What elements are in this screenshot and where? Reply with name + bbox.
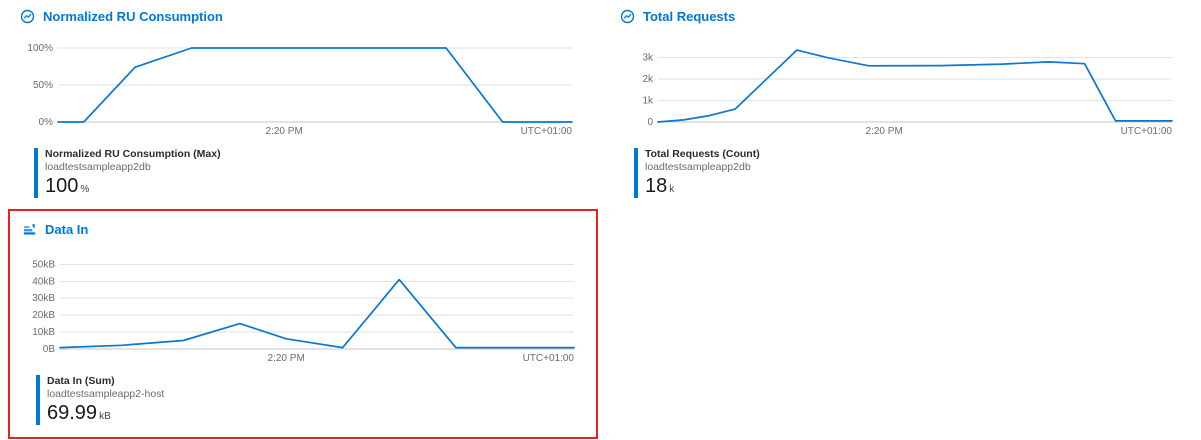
legend-value: 100%	[45, 175, 221, 198]
legend-resource-name: loadtestsampleapp2db	[645, 160, 751, 173]
chart-title: Normalized RU Consumption	[43, 8, 223, 24]
x-axis-tick-label: UTC+01:00	[521, 126, 573, 137]
y-axis-tick-label: 0%	[39, 117, 54, 128]
y-axis-tick-label: 20kB	[32, 310, 55, 321]
x-axis-tick-label: UTC+01:00	[1121, 126, 1173, 137]
y-axis-tick-label: 1k	[642, 96, 654, 107]
y-axis-tick-label: 30kB	[32, 293, 55, 304]
y-axis-tick-label: 100%	[27, 43, 53, 54]
chart-legend-item[interactable]: Normalized RU Consumption (Max) loadtest…	[34, 148, 598, 199]
legend-value-number: 100	[45, 175, 79, 198]
legend-metric-name: Normalized RU Consumption (Max)	[45, 148, 221, 160]
legend-value-unit: k	[669, 184, 675, 196]
x-axis-tick-label: UTC+01:00	[523, 353, 575, 364]
y-axis-tick-label: 0	[647, 117, 653, 128]
legend-value: 69.99 kB	[47, 402, 164, 425]
legend-resource-name: loadtestsampleapp2db	[45, 160, 151, 173]
legend-text: Total Requests (Count) loadtestsampleapp…	[645, 148, 760, 198]
metrics-chart-icon	[620, 9, 635, 24]
legend-resource-name: loadtestsampleapp2-host	[47, 387, 165, 400]
chart-header: Normalized RU Consumption	[10, 6, 598, 26]
chart-panel-total-requests: Total Requests 0 1k 2k 3k 2:20 PM UTC+01:00 T…	[610, 6, 1198, 199]
chart-legend-item[interactable]: Total Requests (Count) loadtestsampleapp…	[634, 148, 1198, 199]
legend-metric-name: Total Requests (Count)	[645, 148, 760, 160]
y-axis-tick-label: 40kB	[32, 276, 55, 287]
x-axis-tick-label: 2:20 PM	[266, 126, 303, 137]
series-line	[657, 49, 1173, 123]
chart-title: Total Requests	[643, 8, 736, 24]
legend-value-number: 69.99	[47, 402, 98, 425]
data-in-chart[interactable]: 0B 10kB 20kB 30kB 40kB 50kB 2:20 PM UTC+01:00	[12, 253, 586, 365]
y-axis-tick-label: 2k	[642, 74, 654, 85]
y-axis-tick-label: 50%	[33, 80, 53, 91]
y-axis-tick-label: 0B	[43, 344, 56, 355]
chart-header: Total Requests	[610, 6, 1198, 26]
legend-color-bar	[634, 148, 638, 199]
legend-metric-name: Data In (Sum)	[47, 375, 115, 387]
total-requests-chart[interactable]: 0 1k 2k 3k 2:20 PM UTC+01:00	[610, 40, 1184, 138]
legend-color-bar	[34, 148, 38, 199]
legend-value-unit: kB	[99, 411, 111, 423]
metrics-chart-icon	[20, 9, 35, 24]
legend-value-unit: %	[80, 184, 90, 196]
chart-header: Data In	[12, 219, 596, 239]
normalized-ru-chart[interactable]: 0% 50% 100% 2:20 PM UTC+01:00	[10, 40, 584, 138]
legend-value: 18 k	[645, 175, 760, 198]
y-axis-tick-label: 50kB	[32, 259, 55, 270]
x-axis-tick-label: 2:20 PM	[268, 353, 305, 364]
chart-panel-normalized-ru: Normalized RU Consumption 0% 50% 100% 2:20 …	[10, 6, 598, 199]
x-axis-tick-label: 2:20 PM	[866, 126, 903, 137]
chart-legend-item[interactable]: Data In (Sum) loadtestsampleapp2-host 69…	[36, 375, 596, 426]
series-line	[57, 47, 573, 123]
data-in-icon	[22, 222, 37, 237]
series-line	[59, 278, 575, 349]
chart-panel-data-in: Data In 0B 10kB 20kB 30kB 40kB 50kB 2:20 PM UTC…	[8, 209, 598, 440]
legend-text: Data In (Sum) loadtestsampleapp2-host 69…	[47, 375, 164, 425]
legend-text: Normalized RU Consumption (Max) loadtest…	[45, 148, 221, 198]
y-axis-tick-label: 10kB	[32, 327, 55, 338]
legend-value-number: 18	[645, 175, 668, 198]
y-axis-tick-label: 3k	[642, 53, 654, 64]
chart-title: Data In	[45, 221, 89, 237]
legend-color-bar	[36, 375, 40, 426]
